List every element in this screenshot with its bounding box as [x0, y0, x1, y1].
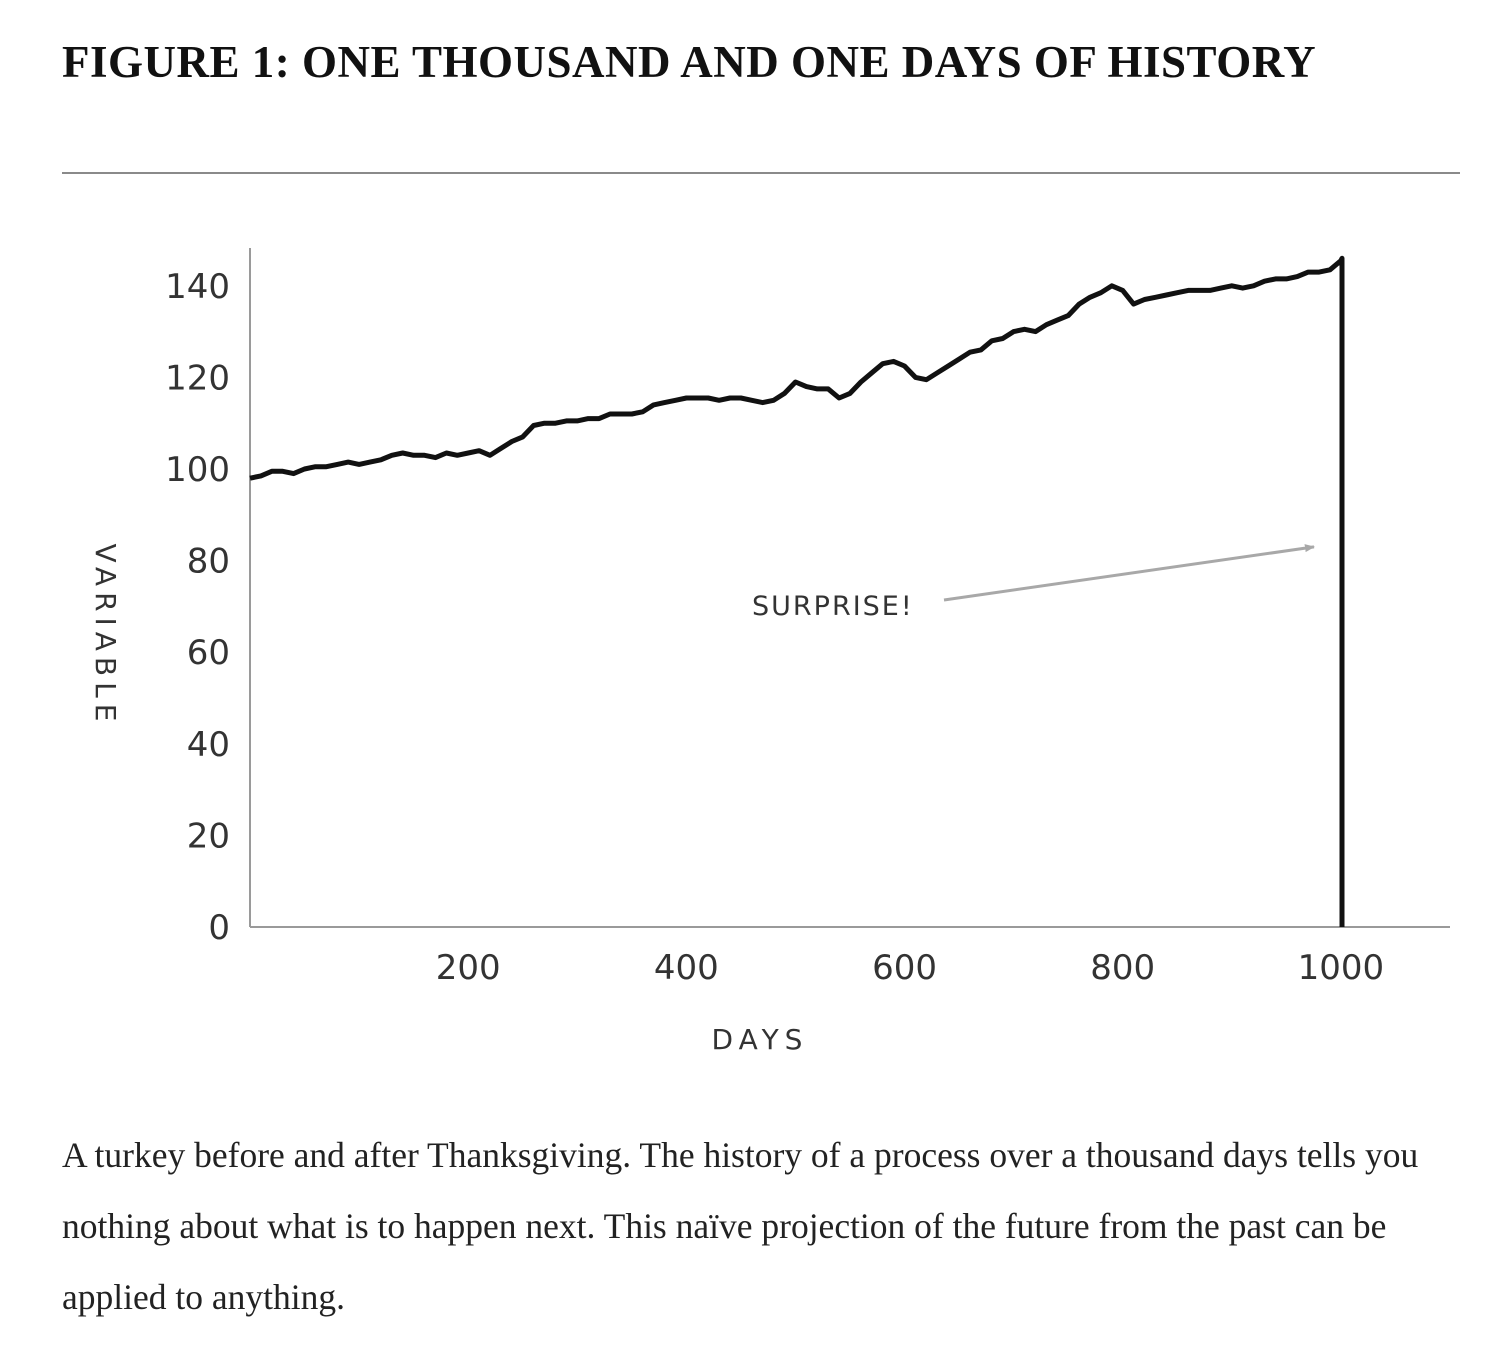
x-tick-label: 600	[872, 948, 937, 988]
x-tick-label: 800	[1090, 948, 1155, 988]
annotation-arrow	[943, 544, 1315, 602]
x-tick-label: 400	[654, 948, 719, 988]
y-tick-label: 100	[165, 450, 230, 490]
title-divider	[62, 172, 1460, 174]
annotation-label: SURPRISE!	[752, 591, 914, 622]
y-tick-label: 140	[165, 267, 230, 307]
x-tick-label: 1000	[1298, 948, 1385, 988]
y-tick-label: 20	[187, 816, 230, 856]
figure-caption: A turkey before and after Thanksgiving. …	[62, 1135, 1419, 1317]
line-chart: 0 20 40 60 80 100 120 140 200 400 600 800 1000 DAYS VA…	[89, 248, 1450, 1056]
y-tick-label: 80	[187, 542, 230, 582]
x-tick-label: 200	[436, 948, 501, 988]
x-axis-label: DAYS	[712, 1023, 809, 1056]
y-tick-label: 40	[187, 725, 230, 765]
y-tick-label: 0	[208, 908, 230, 948]
figure-title: FIGURE 1: ONE THOUSAND AND ONE DAYS OF H…	[62, 37, 1317, 87]
y-tick-label: 60	[187, 633, 230, 673]
y-tick-label: 120	[165, 358, 230, 398]
series-line	[249, 255, 1345, 927]
y-axis-label: VARIABLE	[89, 544, 122, 728]
